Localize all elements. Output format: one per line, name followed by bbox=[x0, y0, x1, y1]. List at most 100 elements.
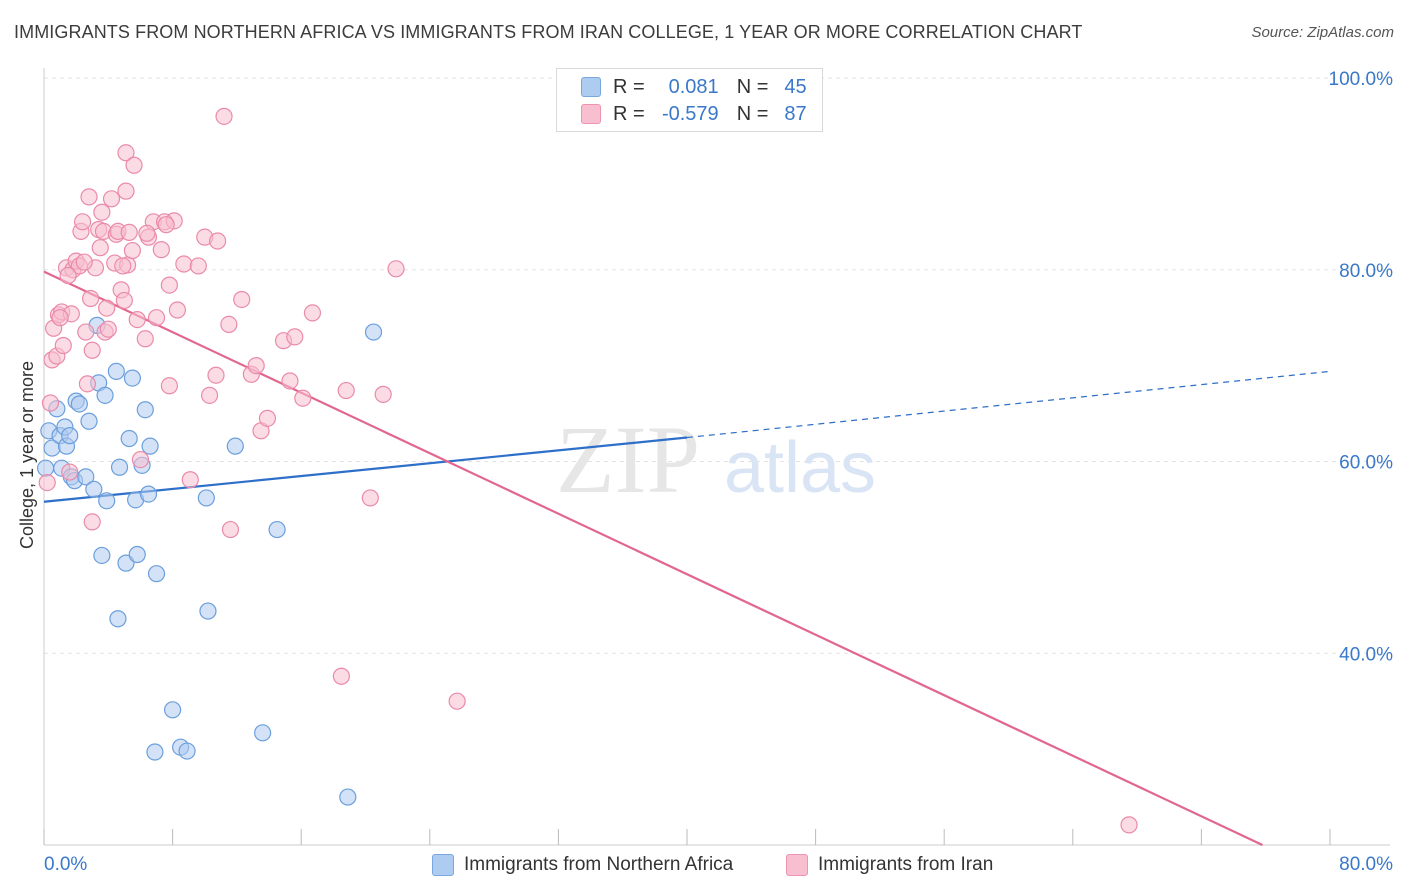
data-point-northern-africa bbox=[136, 401, 154, 419]
legend-row-iran: R = -0.579 N = 87 bbox=[581, 102, 807, 126]
r-label: R = bbox=[613, 75, 645, 98]
legend-swatch-pink bbox=[581, 104, 601, 124]
data-point-iran bbox=[294, 389, 312, 407]
data-point-iran bbox=[138, 224, 156, 242]
data-point-northern-africa bbox=[37, 459, 55, 477]
data-point-iran bbox=[160, 276, 178, 294]
legend-swatch-pink bbox=[786, 854, 808, 876]
data-point-iran bbox=[38, 473, 56, 492]
data-point-iran bbox=[77, 323, 95, 341]
data-point-iran bbox=[75, 253, 93, 271]
data-point-northern-africa bbox=[61, 427, 79, 445]
data-point-iran bbox=[102, 190, 121, 208]
data-point-iran bbox=[83, 341, 101, 359]
data-point-iran bbox=[286, 328, 304, 346]
data-point-iran bbox=[51, 309, 69, 327]
data-point-northern-africa bbox=[226, 437, 244, 455]
data-point-iran bbox=[361, 489, 379, 507]
data-point-iran bbox=[209, 232, 227, 250]
data-point-northern-africa bbox=[123, 369, 142, 387]
data-point-iran bbox=[117, 182, 135, 200]
data-point-northern-africa bbox=[146, 743, 164, 761]
data-point-iran bbox=[78, 375, 97, 393]
n-label: N = bbox=[736, 75, 769, 98]
data-point-iran bbox=[125, 156, 143, 174]
data-point-iran bbox=[98, 299, 116, 317]
n-value: 87 bbox=[784, 102, 807, 125]
data-point-iran bbox=[80, 188, 98, 206]
data-point-iran bbox=[200, 386, 219, 404]
y-tick-label: 100.0% bbox=[1329, 69, 1394, 90]
legend-label: Immigrants from Iran bbox=[818, 854, 994, 875]
trend-lines bbox=[43, 270, 1331, 846]
data-point-northern-africa bbox=[178, 742, 196, 760]
axes bbox=[43, 68, 1390, 846]
data-point-iran bbox=[157, 216, 175, 234]
correlation-legend: R = 0.081 N = 45 R = -0.579 N = 87 bbox=[556, 68, 823, 132]
r-value: 0.081 bbox=[668, 75, 719, 98]
data-point-northern-africa bbox=[364, 323, 383, 341]
data-point-iran bbox=[73, 213, 92, 231]
data-point-iran bbox=[99, 320, 117, 338]
bottom-legend-iran[interactable]: Immigrants from Iran bbox=[786, 852, 993, 878]
data-point-northern-africa bbox=[199, 602, 217, 620]
y-tick-label: 60.0% bbox=[1339, 453, 1393, 474]
watermark-atlas: atlas bbox=[724, 428, 876, 508]
tick-labels: 100.0% 80.0% 60.0% 40.0% 0.0% 80.0% bbox=[44, 69, 1393, 875]
trend-line-iran bbox=[43, 270, 1263, 846]
data-point-iran bbox=[233, 290, 251, 309]
data-points bbox=[37, 107, 1138, 834]
data-point-iran bbox=[189, 257, 207, 275]
data-point-northern-africa bbox=[98, 492, 116, 510]
data-point-iran bbox=[83, 513, 101, 531]
trend-line-extension bbox=[686, 370, 1331, 439]
x-tick-label: 0.0% bbox=[44, 854, 87, 875]
data-point-iran bbox=[41, 394, 60, 412]
data-point-iran bbox=[114, 257, 132, 275]
data-point-iran bbox=[221, 520, 240, 539]
data-point-northern-africa bbox=[128, 545, 146, 564]
data-point-iran bbox=[120, 223, 138, 241]
data-point-iran bbox=[303, 304, 322, 322]
data-point-iran bbox=[147, 309, 166, 327]
data-point-northern-africa bbox=[147, 565, 166, 583]
data-point-northern-africa bbox=[197, 489, 215, 507]
n-label: N = bbox=[736, 102, 769, 125]
legend-row-northern-africa: R = 0.081 N = 45 bbox=[581, 75, 807, 99]
n-value: 45 bbox=[784, 75, 807, 98]
data-point-iran bbox=[123, 241, 142, 260]
data-point-northern-africa bbox=[268, 520, 286, 539]
data-point-northern-africa bbox=[77, 468, 95, 486]
x-tick-label: 80.0% bbox=[1339, 854, 1393, 875]
data-point-northern-africa bbox=[254, 724, 272, 742]
data-point-iran bbox=[181, 471, 199, 489]
data-point-iran bbox=[115, 291, 133, 310]
chart-title: IMMIGRANTS FROM NORTHERN AFRICA VS IMMIG… bbox=[14, 22, 1083, 42]
data-point-iran bbox=[136, 330, 154, 348]
y-axis-label: College, 1 year or more bbox=[17, 361, 37, 549]
data-point-iran bbox=[337, 381, 355, 400]
data-point-iran bbox=[93, 203, 111, 221]
data-point-northern-africa bbox=[339, 788, 357, 806]
data-point-iran bbox=[332, 667, 350, 685]
r-value: -0.579 bbox=[661, 102, 719, 125]
data-point-northern-africa bbox=[110, 458, 129, 476]
data-point-northern-africa bbox=[96, 386, 114, 404]
bottom-legend-northern-africa[interactable]: Immigrants from Northern Africa bbox=[432, 852, 733, 878]
data-point-northern-africa bbox=[164, 701, 182, 719]
data-point-iran bbox=[82, 289, 100, 308]
data-point-iran bbox=[258, 409, 277, 427]
data-point-iran bbox=[374, 385, 392, 403]
data-point-northern-africa bbox=[141, 437, 159, 455]
data-point-iran bbox=[215, 107, 233, 125]
watermark: ZIP atlas bbox=[556, 406, 876, 513]
data-point-iran bbox=[160, 377, 178, 395]
legend-swatch-blue bbox=[581, 77, 601, 97]
legend-label: Immigrants from Northern Africa bbox=[464, 854, 734, 875]
data-point-northern-africa bbox=[120, 429, 138, 448]
data-point-northern-africa bbox=[107, 362, 125, 380]
data-point-iran bbox=[91, 239, 109, 257]
data-point-iran bbox=[281, 372, 299, 390]
watermark-zip: ZIP bbox=[556, 406, 700, 513]
